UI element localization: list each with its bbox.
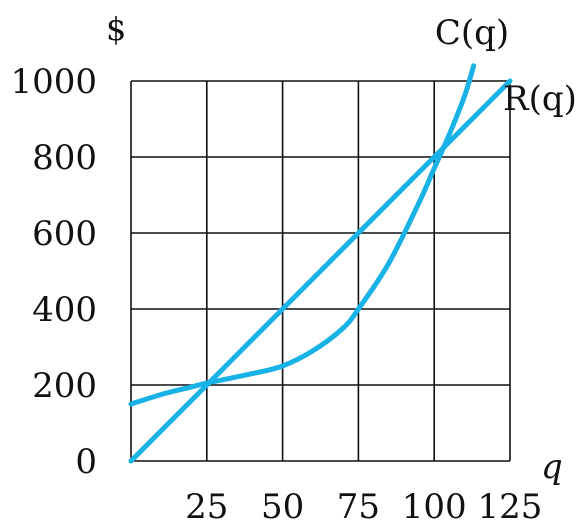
y-axis-label: $: [106, 10, 126, 48]
x-axis-label: q: [541, 447, 563, 487]
y-tick-label: 200: [32, 366, 97, 406]
x-tick-label: 25: [185, 487, 228, 525]
series-lines: C(q) R(q): [128, 13, 577, 464]
y-tick-label: 600: [32, 214, 97, 254]
x-tick-label: 100: [402, 487, 467, 525]
x-tick-label: 125: [478, 487, 543, 525]
series-line-r-q: [128, 78, 513, 464]
x-tick-label: 50: [261, 487, 304, 525]
series-line-c-q: [128, 63, 477, 407]
grid: [130, 80, 511, 462]
series-label-r-q: R(q): [503, 79, 577, 119]
y-tick-label: 800: [32, 138, 97, 178]
y-tick-label: 0: [75, 442, 97, 482]
x-tick-labels: 25 50 75 100 125: [185, 487, 542, 525]
series-label-c-q: C(q): [435, 13, 509, 53]
y-tick-label: 1000: [10, 62, 97, 102]
y-tick-labels: 0 200 400 600 800 1000: [10, 62, 97, 482]
y-tick-label: 400: [32, 290, 97, 330]
x-tick-label: 75: [337, 487, 380, 525]
